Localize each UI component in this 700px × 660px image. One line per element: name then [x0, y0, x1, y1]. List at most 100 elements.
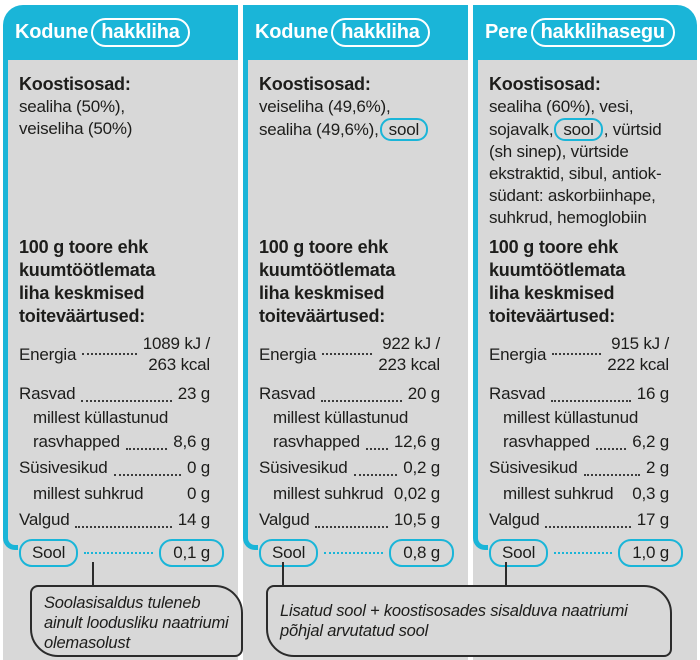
product-column-2: Kodune hakkliha Koostisosad: veiseliha (…	[243, 5, 468, 660]
sool-value-chip: 1,0 g	[618, 539, 683, 567]
ingredient-text: sealiha (49,6%),	[259, 120, 379, 139]
kyllastunud-label-line1: millest küllastunud	[503, 408, 639, 427]
row-rasvad: Rasvad 20 g	[259, 381, 440, 407]
sool-ingredient-chip: sool	[554, 118, 603, 141]
leader-dots	[583, 474, 640, 476]
ingredient-text: südant: askorbiinhape,	[489, 186, 656, 205]
row-valgud: Valgud 17 g	[489, 507, 669, 533]
leader-dots	[81, 400, 172, 402]
ingredients-list: veiseliha (49,6%), sealiha (49,6%), sool	[259, 96, 460, 141]
product-title-prefix: Kodune	[15, 21, 89, 43]
sysivesikud-label: Süsivesikud	[489, 458, 578, 477]
kyllastunud-label-line1: millest küllastunud	[273, 408, 409, 427]
energia-value: 1089 kJ / 263 kcal	[143, 333, 210, 375]
valgud-value: 10,5 g	[393, 510, 440, 529]
energia-kj: 922 kJ /	[382, 334, 440, 353]
product-title-prefix: Pere	[485, 21, 528, 43]
ingredient-text: ekstraktid, sibul, antiok-	[489, 164, 662, 183]
nutrition-heading: 100 g toore ehk kuumtöötlemata liha keskmi…	[259, 237, 396, 326]
nutrient-rows: Energia 922 kJ / 223 kcal Rasvad 20 g mi…	[243, 333, 468, 567]
sool-label-chip: Sool	[489, 539, 549, 567]
product-title-prefix: Kodune	[255, 21, 329, 43]
sool-highlight-stripe	[473, 60, 488, 550]
suhkrud-value: 0 g	[186, 484, 210, 503]
sool-label-chip: Sool	[19, 539, 79, 567]
row-rasvhapped: rasvhapped 6,2 g	[489, 429, 669, 455]
leader-dots	[595, 448, 627, 450]
leader-dots	[321, 400, 402, 402]
sool-label-chip: Sool	[259, 539, 319, 567]
row-sool: Sool 0,8 g	[259, 539, 454, 567]
ingredient-text: , vürtsid	[603, 120, 662, 139]
leader-dots	[75, 526, 172, 528]
ingredient-text: sealiha (60%), vesi,	[489, 97, 634, 116]
ingredient-line: sealiha (60%), vesi,	[489, 96, 689, 118]
rasvad-value: 20 g	[407, 384, 440, 403]
rasvhapped-label: rasvhapped	[33, 432, 120, 451]
sysivesikud-value: 0 g	[186, 458, 210, 477]
valgud-label: Valgud	[489, 510, 540, 529]
suhkrud-label: millest suhkrud	[503, 484, 614, 503]
ingredients-heading: Koostisosad:	[19, 74, 131, 94]
ingredient-line: ekstraktid, sibul, antiok-	[489, 163, 689, 185]
callout-added-salt: Lisatud sool + koostisosades sisalduva n…	[266, 585, 672, 657]
product-body: Koostisosad: sealiha (60%), vesi, sojaval…	[473, 60, 697, 660]
row-sysivesikud: Süsivesikud 0,2 g	[259, 455, 440, 481]
ingredient-line: sojavalk, sool, vürtsid	[489, 118, 689, 141]
leader-dots	[322, 353, 373, 355]
row-rasvhapped: rasvhapped 8,6 g	[19, 429, 210, 455]
row-energia: Energia 922 kJ / 223 kcal	[259, 333, 440, 375]
energia-kcal: 223 kcal	[378, 355, 440, 374]
sool-highlight-stripe	[3, 60, 18, 550]
sool-value-chip: 0,1 g	[159, 539, 224, 567]
ingredients-list: sealiha (50%), veiseliha (50%)	[19, 96, 230, 140]
product-column-1: Kodune hakkliha Koostisosad: sealiha (50…	[3, 5, 238, 660]
row-rasvad: Rasvad 23 g	[19, 381, 210, 407]
ingredients-list: sealiha (60%), vesi, sojavalk, sool, vürts…	[489, 96, 689, 229]
nutrient-rows: Energia 1089 kJ / 263 kcal Rasvad 23 g m…	[3, 333, 238, 567]
row-suhkrud: millest suhkrud 0,02 g	[259, 481, 440, 507]
energia-label: Energia	[259, 344, 317, 364]
product-body: Koostisosad: sealiha (50%), veiseliha (50…	[3, 60, 238, 660]
rasvhapped-value: 6,2 g	[632, 432, 669, 451]
callout-connector-line-1	[92, 562, 94, 587]
product-title-chip: hakkliha	[91, 18, 190, 47]
ingredient-text: sealiha (50%),	[19, 97, 125, 116]
valgud-label: Valgud	[19, 510, 70, 529]
ingredient-line: veiseliha (49,6%),	[259, 96, 460, 118]
sool-ingredient-chip: sool	[379, 118, 429, 141]
rasvhapped-label: rasvhapped	[273, 432, 360, 451]
energia-label: Energia	[19, 344, 77, 364]
sool-highlight-stripe	[243, 60, 258, 550]
rasvad-label: Rasvad	[259, 384, 316, 403]
ingredient-text: sojavalk,	[489, 120, 554, 139]
energia-kcal: 222 kcal	[607, 355, 669, 374]
rasvad-label: Rasvad	[19, 384, 76, 403]
leader-dots	[551, 400, 631, 402]
product-title-chip: hakklihasegu	[530, 18, 675, 47]
energia-kj: 1089 kJ /	[142, 334, 210, 353]
row-sysivesikud: Süsivesikud 2 g	[489, 455, 669, 481]
ingredient-line: (sh sinep), vürtside	[489, 141, 689, 163]
ingredients-section: Koostisosad: sealiha (50%), veiseliha (50…	[3, 60, 238, 236]
suhkrud-value: 0,02 g	[393, 484, 440, 503]
sool-value-chip: 0,8 g	[389, 539, 454, 567]
rasvhapped-value: 8,6 g	[173, 432, 210, 451]
rasvhapped-value: 12,6 g	[393, 432, 440, 451]
leader-dots	[113, 474, 181, 476]
energia-value: 915 kJ / 222 kcal	[607, 333, 669, 375]
row-rasvad: Rasvad 16 g	[489, 381, 669, 407]
leader-dots-cyan	[84, 552, 154, 554]
leader-dots	[353, 474, 398, 476]
sysivesikud-label: Süsivesikud	[259, 458, 348, 477]
product-header: Kodune hakkliha	[243, 5, 468, 60]
suhkrud-label: millest suhkrud	[273, 484, 384, 503]
leader-dots	[552, 353, 602, 355]
row-energia: Energia 915 kJ / 222 kcal	[489, 333, 669, 375]
rasvad-value: 16 g	[636, 384, 669, 403]
kyllastunud-label-line1: millest küllastunud	[33, 408, 169, 427]
nutrition-heading: 100 g toore ehk kuumtöötlemata liha keskmi…	[19, 237, 156, 326]
ingredients-section: Koostisosad: veiseliha (49,6%), sealiha (…	[243, 60, 468, 236]
rasvad-value: 23 g	[177, 384, 210, 403]
ingredient-line: veiseliha (50%)	[19, 118, 230, 140]
